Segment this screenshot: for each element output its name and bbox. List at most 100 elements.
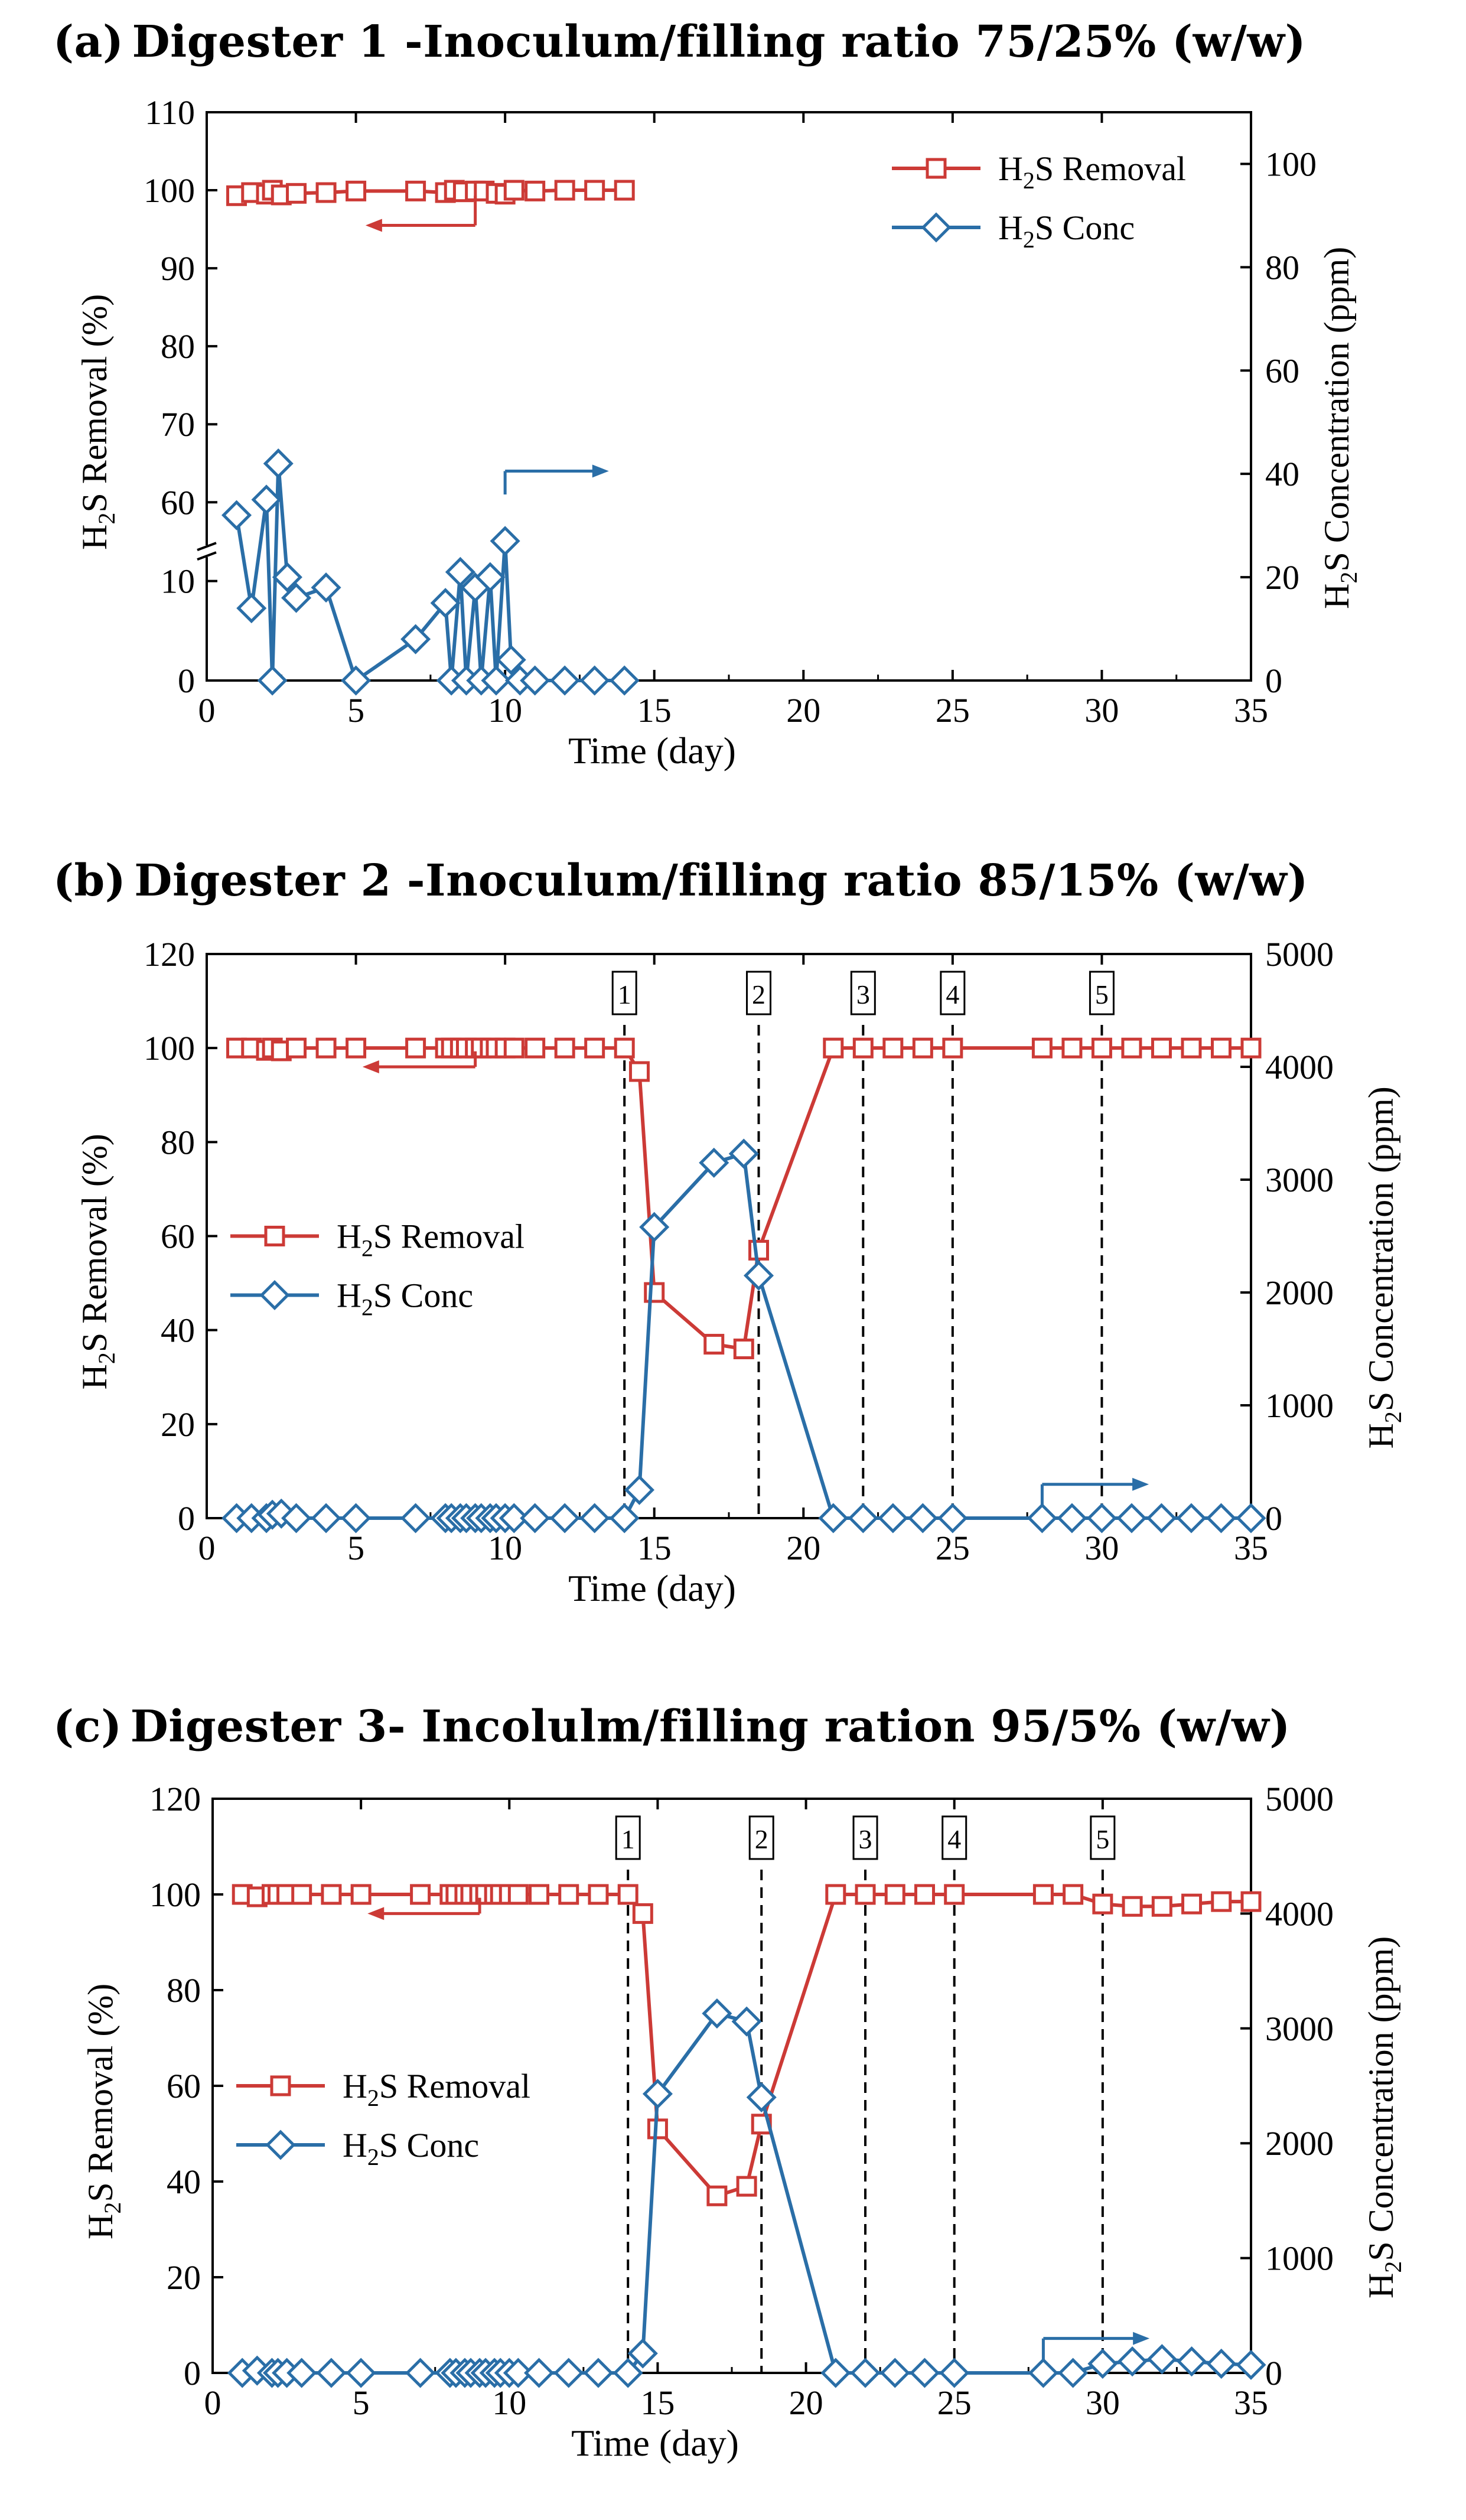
conc-point [400, 1503, 431, 1534]
removal-point [291, 1884, 312, 1905]
conc-point [496, 644, 526, 675]
event-box [611, 971, 637, 1015]
x-tick-label: 10 [488, 1529, 522, 1567]
x-tick-label: 30 [1086, 2384, 1120, 2422]
event-label: 3 [856, 979, 870, 1010]
removal-point [286, 1037, 307, 1059]
conc-point [316, 2358, 347, 2388]
y-tick-label: 60 [161, 1217, 195, 1256]
axis-break-mark [197, 542, 217, 552]
removal-point [558, 1884, 579, 1905]
conc-point [579, 665, 610, 696]
conc-point [907, 1503, 938, 1534]
y-tick-label: 0 [178, 662, 195, 700]
conc-point [878, 1503, 908, 1534]
x-tick-label: 15 [637, 691, 672, 730]
conc-point [341, 665, 372, 696]
x-tick-label: 35 [1234, 691, 1268, 730]
conc-point [1028, 2358, 1058, 2388]
conc-point [639, 1212, 670, 1242]
conc-point [553, 2358, 584, 2388]
conc-point [939, 2358, 970, 2388]
y2-tick-label: 40 [1265, 455, 1299, 493]
y-tick-label: 10 [161, 562, 195, 601]
y2-tick-label: 60 [1265, 351, 1299, 390]
conc-point [624, 1474, 654, 1505]
removal-point [614, 180, 635, 201]
y-tick-label: 80 [167, 1971, 201, 2010]
y-tick-label: 60 [167, 2067, 201, 2105]
conc-point [848, 1503, 878, 1534]
removal-point [703, 1334, 725, 1355]
panel-a-label: (a) [53, 17, 124, 67]
event-label: 5 [1096, 1824, 1109, 1854]
removal-point [855, 1884, 876, 1905]
conc-point [1087, 2348, 1118, 2379]
removal-point [588, 1884, 609, 1905]
legend-removal-marker [264, 1226, 285, 1246]
removal-point [914, 1884, 935, 1905]
y-tick-label: 40 [167, 2163, 201, 2201]
y2-tick-label: 3000 [1265, 1161, 1334, 1199]
removal-point [315, 1037, 337, 1059]
panel-b-label: (b) [53, 855, 126, 906]
conc-point [549, 665, 580, 696]
removal-point [733, 1339, 754, 1359]
removal-point [1121, 1037, 1142, 1059]
conc-point [1058, 2358, 1089, 2388]
conc-point [909, 2358, 940, 2388]
removal-point [617, 1884, 638, 1905]
x-tick-label: 20 [786, 691, 820, 730]
y-tick-label: 90 [161, 249, 195, 288]
y2-axis-label: H2S Concentration (ppm) [1361, 1086, 1406, 1448]
panel-c-title: (c) Digester 3- Incolulm/filling ration 9… [53, 1701, 1291, 1752]
conc-point [400, 624, 431, 655]
conc-point [1146, 1503, 1177, 1534]
removal-point [584, 180, 605, 201]
x-axis-label: Time (day) [568, 730, 736, 771]
conc-point [743, 1260, 774, 1291]
removal-point [942, 1037, 963, 1059]
event-label: 2 [755, 1824, 768, 1854]
conc-point [221, 500, 252, 530]
removal-point [350, 1884, 372, 1905]
conc-point [475, 562, 506, 592]
panel-c-label: (c) [53, 1701, 122, 1752]
y-tick-label: 100 [149, 1876, 201, 1914]
y2-tick-label: 5000 [1265, 1780, 1334, 1818]
x-tick-label: 0 [198, 691, 216, 730]
conc-point [481, 665, 512, 696]
conc-point [627, 2338, 658, 2369]
removal-point [321, 1884, 342, 1905]
x-tick-label: 10 [492, 2384, 526, 2422]
event-box [942, 1815, 967, 1860]
removal-point [632, 1903, 653, 1924]
y2-tick-label: 3000 [1265, 2010, 1334, 2048]
conc-point [609, 665, 640, 696]
conc-point [642, 2079, 673, 2109]
conc-point [1176, 1503, 1207, 1534]
removal-point [748, 1239, 770, 1261]
removal-point [706, 2185, 728, 2206]
conc-point [236, 593, 267, 624]
event-box [615, 1815, 641, 1860]
x-tick-label: 35 [1234, 2384, 1268, 2422]
conc-point [549, 1503, 580, 1534]
removal-point [628, 1061, 650, 1082]
event-label: 3 [859, 1824, 872, 1854]
conc-point [1146, 2344, 1177, 2375]
legend-removal-label: H2S Removal [343, 2067, 530, 2111]
removal-point [554, 180, 575, 201]
y-tick-label: 120 [149, 1780, 201, 1818]
y-tick-label: 120 [144, 935, 195, 974]
conc-arrow-head [1132, 1477, 1149, 1491]
conc-point [850, 2358, 881, 2388]
removal-point [1151, 1037, 1172, 1059]
event-label: 4 [946, 979, 959, 1010]
conc-point [728, 1138, 759, 1169]
removal-point [1032, 1884, 1054, 1905]
event-label: 1 [621, 1824, 635, 1854]
y-tick-label: 80 [161, 327, 195, 366]
removal-point [1151, 1896, 1172, 1917]
axis-break-mark [197, 551, 217, 561]
